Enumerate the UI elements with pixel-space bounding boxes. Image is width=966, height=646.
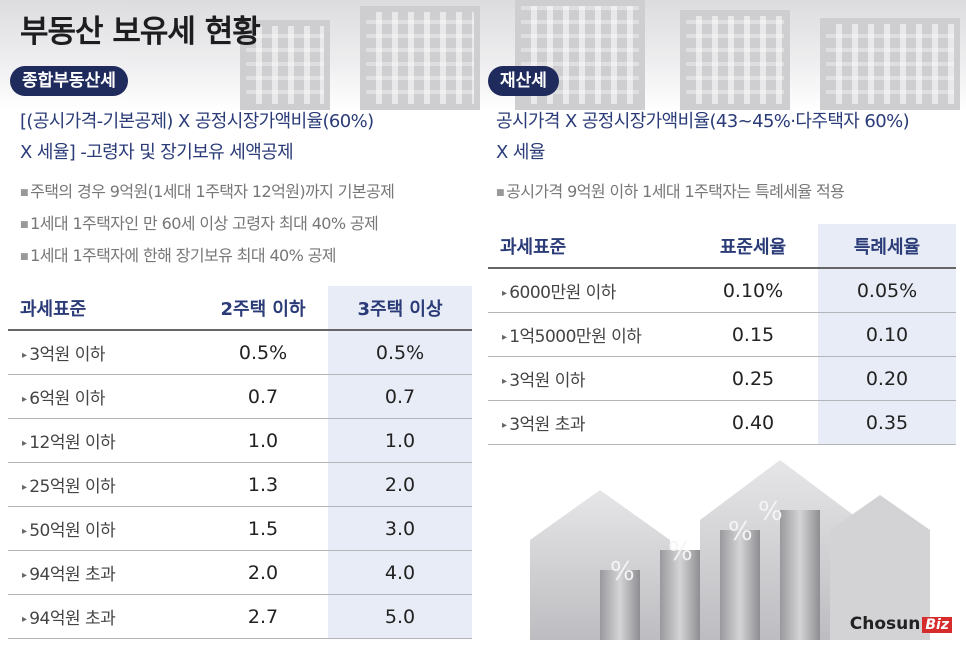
- rate-cell: 0.10: [818, 312, 956, 357]
- rate-cell: 1.3: [198, 462, 328, 507]
- formula-line: X 세율] -고령자 및 장기보유 세액공제: [20, 142, 294, 163]
- note: 1세대 1주택자인 만 60세 이상 고령자 최대 40% 공제: [20, 210, 379, 234]
- rate-cell: 4.0: [328, 550, 472, 595]
- rate-cell: 0.7: [198, 374, 328, 419]
- rate-cell: 1.5: [198, 506, 328, 551]
- column-header: 특례세율: [818, 224, 956, 269]
- table-row: 12억원 이하 1.0 1.0: [8, 418, 472, 463]
- bracket-cell: 3억원 초과: [488, 400, 688, 445]
- svg-text:%: %: [610, 557, 635, 587]
- table-row: 50억원 이하 1.5 3.0: [8, 506, 472, 551]
- note: 주택의 경우 9억원(1세대 1주택자 12억원)까지 기본공제: [20, 178, 395, 202]
- rate-cell: 0.5%: [198, 330, 328, 375]
- rate-cell: 0.10%: [688, 268, 818, 313]
- svg-text:%: %: [758, 497, 783, 527]
- houses-coins-illustration: % % % %: [530, 460, 930, 640]
- note: 공시가격 9억원 이하 1세대 1주택자는 특례세율 적용: [496, 178, 845, 202]
- note: 1세대 1주택자에 한해 장기보유 최대 40% 공제: [20, 242, 336, 266]
- bracket-cell: 6억원 이하: [8, 374, 198, 419]
- rate-cell: 0.20: [818, 356, 956, 401]
- table-row: 6억원 이하 0.7 0.7: [8, 374, 472, 419]
- svg-text:%: %: [668, 537, 693, 567]
- column-header: 표준세율: [688, 224, 818, 269]
- table-row: 94억원 초과 2.7 5.0: [8, 594, 472, 639]
- rate-cell: 0.25: [688, 356, 818, 401]
- property-tax-badge: 재산세: [488, 66, 559, 96]
- property-tax-table: 과세표준 표준세율 특례세율 6000만원 이하 0.10% 0.05% 1억5…: [488, 224, 956, 445]
- column-header: 과세표준: [488, 224, 688, 269]
- bracket-cell: 3억원 이하: [488, 356, 688, 401]
- bracket-cell: 94억원 초과: [8, 550, 198, 595]
- formula-line: [(공시가격-기본공제) X 공정시장가액비율(60%): [20, 111, 374, 132]
- bracket-cell: 1억5000만원 이하: [488, 312, 688, 357]
- table-row: 1억5000만원 이하 0.15 0.10: [488, 312, 956, 357]
- column-header: 3주택 이상: [328, 286, 472, 331]
- column-header: 2주택 이하: [198, 286, 328, 331]
- rate-cell: 0.7: [328, 374, 472, 419]
- table-row: 3억원 이하 0.5% 0.5%: [8, 330, 472, 375]
- bracket-cell: 25억원 이하: [8, 462, 198, 507]
- chosunbiz-logo: Chosun Biz: [850, 614, 952, 634]
- rate-cell: 0.05%: [818, 268, 956, 313]
- rate-cell: 0.40: [688, 400, 818, 445]
- table-row: 6000만원 이하 0.10% 0.05%: [488, 268, 956, 313]
- rate-cell: 1.0: [198, 418, 328, 463]
- column-header: 과세표준: [8, 286, 198, 331]
- table-header-row: 과세표준 2주택 이하 3주택 이상: [8, 286, 472, 331]
- rate-cell: 5.0: [328, 594, 472, 639]
- bracket-cell: 94억원 초과: [8, 594, 198, 639]
- rate-cell: 1.0: [328, 418, 472, 463]
- rate-cell: 0.15: [688, 312, 818, 357]
- table-header-row: 과세표준 표준세율 특례세율: [488, 224, 956, 269]
- formula-line: X 세율: [496, 142, 545, 163]
- background-buildings: [0, 0, 966, 110]
- rate-cell: 2.0: [198, 550, 328, 595]
- bracket-cell: 3억원 이하: [8, 330, 198, 375]
- rate-cell: 2.7: [198, 594, 328, 639]
- logo-main: Chosun: [849, 614, 921, 634]
- rate-cell: 0.5%: [328, 330, 472, 375]
- bracket-cell: 50억원 이하: [8, 506, 198, 551]
- page-title: 부동산 보유세 현황: [20, 14, 261, 50]
- logo-accent: Biz: [922, 617, 952, 633]
- table-row: 25억원 이하 1.3 2.0: [8, 462, 472, 507]
- property-tax-formula: 공시가격 X 공정시장가액비율(43~45%·다주택자 60%) X 세율: [496, 106, 910, 168]
- comprehensive-tax-table: 과세표준 2주택 이하 3주택 이상 3억원 이하 0.5% 0.5% 6억원 …: [8, 286, 472, 639]
- table-row: 94억원 초과 2.0 4.0: [8, 550, 472, 595]
- rate-cell: 2.0: [328, 462, 472, 507]
- comprehensive-tax-formula: [(공시가격-기본공제) X 공정시장가액비율(60%) X 세율] -고령자 …: [20, 106, 374, 168]
- bracket-cell: 6000만원 이하: [488, 268, 688, 313]
- bracket-cell: 12억원 이하: [8, 418, 198, 463]
- table-row: 3억원 초과 0.40 0.35: [488, 400, 956, 445]
- formula-line: 공시가격 X 공정시장가액비율(43~45%·다주택자 60%): [496, 111, 910, 132]
- rate-cell: 3.0: [328, 506, 472, 551]
- svg-text:%: %: [728, 517, 753, 547]
- table-row: 3억원 이하 0.25 0.20: [488, 356, 956, 401]
- comprehensive-tax-badge: 종합부동산세: [10, 66, 128, 96]
- rate-cell: 0.35: [818, 400, 956, 445]
